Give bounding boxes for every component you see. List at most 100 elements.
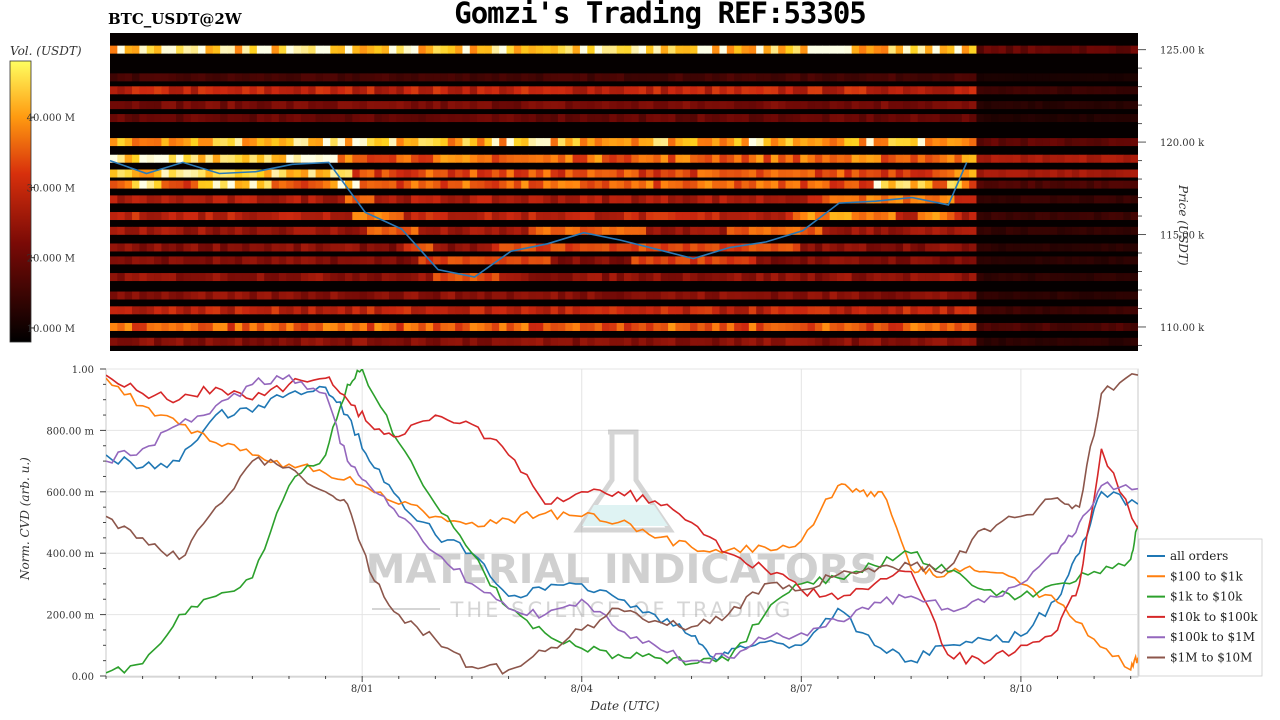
heatmap-cell bbox=[403, 256, 412, 265]
heatmap-cell bbox=[910, 169, 919, 178]
heatmap-cell bbox=[1035, 86, 1043, 95]
heatmap-cell bbox=[792, 256, 801, 265]
heatmap-cell bbox=[1057, 256, 1065, 265]
heatmap-cell bbox=[161, 256, 170, 265]
heatmap-cell bbox=[822, 256, 830, 265]
heatmap-cell bbox=[322, 169, 331, 178]
heatmap-cell bbox=[1108, 243, 1117, 252]
heatmap-cell bbox=[653, 226, 662, 235]
heatmap-cell bbox=[734, 212, 742, 221]
heatmap-cell bbox=[227, 243, 236, 252]
heatmap-cell bbox=[624, 86, 632, 95]
heatmap-cell bbox=[763, 73, 772, 82]
heatmap-cell bbox=[396, 306, 405, 315]
heatmap-cell bbox=[866, 322, 875, 331]
heatmap-cell bbox=[1020, 212, 1029, 221]
heatmap-cell bbox=[110, 195, 118, 204]
heatmap-cell bbox=[844, 291, 853, 300]
heatmap-cell bbox=[499, 337, 507, 346]
heatmap-cell bbox=[535, 138, 544, 147]
heatmap-cell bbox=[939, 291, 948, 300]
heatmap-cell bbox=[844, 180, 853, 189]
heatmap-cell bbox=[190, 169, 199, 178]
heatmap-cell bbox=[234, 114, 243, 123]
heatmap-cell bbox=[939, 169, 948, 178]
heatmap-cell bbox=[1042, 101, 1051, 110]
heatmap-cell bbox=[1130, 226, 1138, 235]
heatmap-cell bbox=[785, 101, 794, 110]
heatmap-cell bbox=[1108, 169, 1117, 178]
heatmap-cell bbox=[1123, 226, 1132, 235]
heatmap-cell bbox=[954, 114, 963, 123]
heatmap-cell bbox=[969, 306, 977, 315]
heatmap-cell bbox=[220, 45, 228, 54]
heatmap-cell bbox=[1035, 114, 1043, 123]
heatmap-cell bbox=[146, 273, 155, 282]
heatmap-cell bbox=[183, 73, 192, 82]
heatmap-cell bbox=[609, 73, 618, 82]
heatmap-cell bbox=[491, 306, 500, 315]
heatmap-cell bbox=[881, 243, 889, 252]
heatmap-cell bbox=[800, 322, 808, 331]
heatmap-cell bbox=[205, 86, 214, 95]
heatmap-cell bbox=[932, 73, 941, 82]
heatmap-cell bbox=[851, 322, 860, 331]
heatmap-cell bbox=[256, 114, 265, 123]
heatmap-cell bbox=[344, 243, 353, 252]
heatmap-cell bbox=[264, 226, 272, 235]
heatmap-cell bbox=[829, 337, 838, 346]
heatmap-cell bbox=[947, 169, 955, 178]
heatmap-cell bbox=[807, 86, 816, 95]
heatmap-cell bbox=[814, 291, 823, 300]
heatmap-cell bbox=[506, 195, 515, 204]
heatmap-cell bbox=[499, 226, 507, 235]
heatmap-cell bbox=[1049, 180, 1058, 189]
heatmap-cell bbox=[190, 195, 199, 204]
heatmap-cell bbox=[910, 226, 919, 235]
heatmap-cell bbox=[433, 322, 441, 331]
cvd-series-lines bbox=[106, 369, 1138, 675]
heatmap-cell bbox=[249, 45, 258, 54]
heatmap-cell bbox=[271, 73, 280, 82]
heatmap-cell bbox=[1086, 195, 1095, 204]
heatmap-cell bbox=[322, 86, 331, 95]
heatmap-cell bbox=[513, 195, 522, 204]
heatmap-cell bbox=[881, 256, 889, 265]
heatmap-cell bbox=[888, 154, 897, 163]
heatmap-cell bbox=[212, 243, 221, 252]
heatmap-cell bbox=[411, 195, 419, 204]
heatmap-cell bbox=[917, 243, 926, 252]
heatmap-cell bbox=[785, 226, 794, 235]
heatmap-cell bbox=[1108, 226, 1117, 235]
heatmap-cell bbox=[814, 243, 823, 252]
heatmap-cell bbox=[499, 212, 507, 221]
heatmap-cell bbox=[293, 212, 302, 221]
heatmap-cell bbox=[609, 169, 618, 178]
heatmap-cell bbox=[286, 212, 294, 221]
heatmap-cell bbox=[1108, 154, 1117, 163]
heatmap-cell bbox=[741, 273, 750, 282]
heatmap-cell bbox=[763, 243, 772, 252]
heatmap-cell bbox=[1123, 169, 1132, 178]
heatmap-cell bbox=[579, 73, 588, 82]
heatmap-cell bbox=[462, 212, 471, 221]
heatmap-cell bbox=[154, 180, 162, 189]
heatmap-cell bbox=[455, 273, 463, 282]
heatmap-cell bbox=[286, 195, 294, 204]
heatmap-cell bbox=[403, 337, 412, 346]
heatmap-cell bbox=[132, 243, 140, 252]
heatmap-cell bbox=[851, 169, 860, 178]
heatmap-cell bbox=[741, 73, 750, 82]
heatmap-cell bbox=[1108, 114, 1117, 123]
heatmap-cell bbox=[917, 154, 926, 163]
heatmap-cell bbox=[565, 322, 573, 331]
heatmap-cell bbox=[359, 45, 368, 54]
heatmap-cell bbox=[616, 306, 625, 315]
heatmap-cell bbox=[770, 101, 779, 110]
heatmap-cell bbox=[176, 291, 184, 300]
heatmap-cell bbox=[491, 212, 500, 221]
heatmap-cell bbox=[690, 86, 698, 95]
heatmap-cell bbox=[264, 114, 272, 123]
heatmap-cell bbox=[601, 154, 610, 163]
heatmap-cell bbox=[991, 154, 999, 163]
